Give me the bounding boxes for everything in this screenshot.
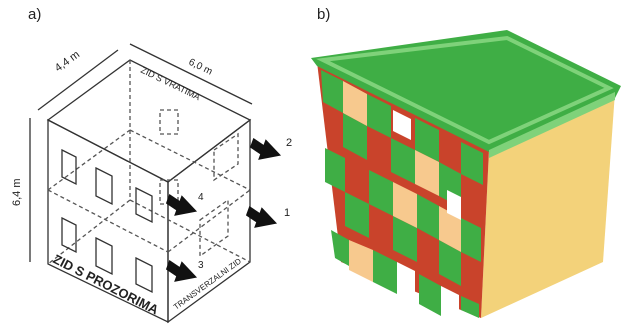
hidden-edges [47, 60, 251, 265]
arrow-1 [245, 205, 278, 228]
arrow-2 [249, 137, 282, 160]
dim-height-text: 6,4 m [11, 178, 23, 206]
window [135, 186, 153, 224]
arrow-label-1: 1 [284, 207, 290, 219]
panel-b-label: b) [317, 6, 331, 23]
window [95, 166, 113, 206]
side-wall-yellow [481, 92, 615, 318]
arrow-label-3: 3 [198, 260, 204, 271]
top-rim [311, 30, 621, 152]
back-wall-label: ZID S VRATIMA [139, 65, 202, 102]
arrow-label-2: 2 [286, 137, 292, 149]
load-arrows [165, 137, 282, 282]
top-rim-inner [316, 35, 614, 145]
arrow-3 [165, 259, 198, 282]
front-wall-label: ZID S PROZORIMA [51, 251, 162, 317]
dim-width-text: 4,4 m [53, 49, 82, 75]
dim-line-width [37, 49, 119, 111]
arrow-label-4: 4 [198, 192, 204, 203]
window [135, 256, 153, 294]
building-sketch-svg: 4,4 m 6,0 m 6,4 m ZID S VRATIMA ZID S PR… [11, 43, 292, 324]
window [61, 148, 77, 186]
model-svg [311, 30, 621, 318]
dim-line-length [129, 43, 253, 105]
panel-a-building-sketch: a) [0, 0, 311, 327]
front-wall-checker [317, 62, 489, 318]
roof-outline [46, 59, 252, 183]
window [61, 216, 77, 254]
panel-b-3d-model: b) [311, 0, 622, 327]
panel-a-label: a) [28, 6, 42, 23]
side-rim [489, 92, 615, 158]
arrow-4 [165, 193, 198, 216]
window [95, 236, 113, 276]
